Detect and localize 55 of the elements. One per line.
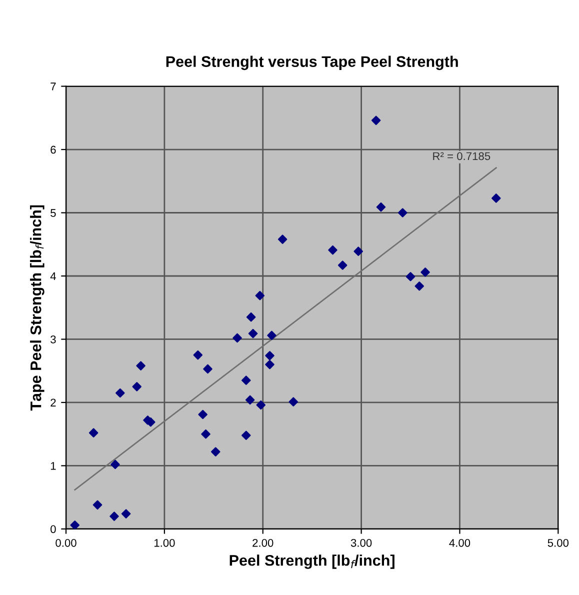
point [492, 194, 501, 203]
annotation: R² = 0.7185 [433, 152, 490, 160]
x-tick-label: 5.00 [548, 538, 569, 547]
point [203, 364, 212, 374]
point [110, 460, 120, 470]
point [398, 208, 408, 218]
y-tick-label: 1 [50, 462, 56, 470]
point [121, 509, 131, 518]
point [328, 245, 338, 255]
point [245, 395, 255, 405]
x-tick-label: 4.00 [449, 538, 470, 547]
point [248, 328, 258, 338]
point [265, 360, 274, 370]
point [414, 281, 424, 291]
x-tick-label: 0.00 [56, 538, 76, 547]
point [265, 351, 274, 360]
y-tick-label: 4 [50, 272, 56, 280]
point [242, 430, 251, 440]
point [210, 447, 220, 456]
y-tick-label: 7 [50, 82, 56, 90]
point [136, 361, 146, 370]
y-tick-label: 5 [50, 209, 56, 217]
point [406, 272, 416, 282]
point [201, 429, 210, 439]
y-tick-label: 3 [50, 336, 56, 344]
y-tick-label: 6 [50, 146, 56, 154]
point [256, 400, 266, 410]
x-tick-label: 2.00 [252, 538, 274, 547]
x-tick-label: 3.00 [350, 538, 372, 547]
point [267, 330, 276, 340]
point [193, 350, 203, 360]
point [132, 382, 142, 392]
chart-title: Peel Strenght versus Tape Peel Strength [166, 56, 458, 70]
y-tick-label: 2 [50, 398, 56, 406]
point [376, 202, 386, 212]
point [110, 512, 119, 521]
point [92, 500, 102, 510]
point [242, 376, 251, 385]
point [288, 397, 298, 406]
point [420, 268, 430, 277]
point [255, 290, 265, 300]
point [278, 234, 288, 244]
point [198, 410, 208, 420]
point [116, 388, 125, 398]
x-axis-title: Peel Strength [lb$_{f}$/inch] [230, 554, 394, 569]
point [354, 246, 363, 256]
point [246, 312, 256, 322]
y-axis-title: Tape Peel Strength [lb$_{f}$/inch] [30, 205, 44, 411]
point [88, 428, 98, 438]
point [338, 260, 348, 270]
x-tick-label: 1.00 [154, 538, 175, 547]
point [70, 520, 80, 529]
point [371, 116, 381, 126]
point [232, 333, 242, 343]
y-tick-label: 0 [50, 525, 56, 534]
